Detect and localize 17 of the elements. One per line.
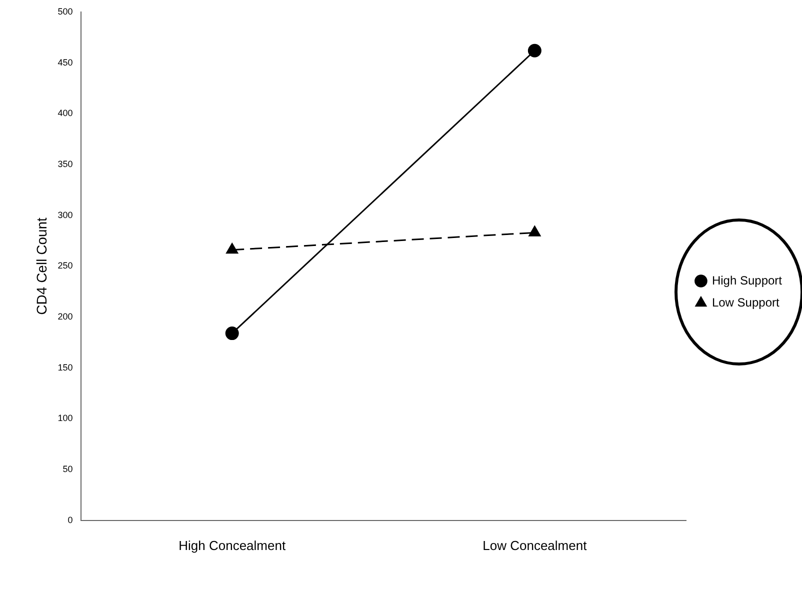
y-tick-label: 200 xyxy=(58,312,73,322)
x-tick-label: High Concealment xyxy=(178,538,286,553)
y-tick-label: 250 xyxy=(58,260,73,271)
y-tick-label: 300 xyxy=(58,210,73,220)
y-tick-label: 350 xyxy=(58,159,73,170)
legend-label: Low Support xyxy=(712,295,780,310)
y-tick-label: 0 xyxy=(68,514,73,525)
legend-label: High Support xyxy=(712,273,783,288)
x-tick-label: Low Concealment xyxy=(482,538,588,553)
y-tick-label: 500 xyxy=(58,6,73,16)
y-tick-label: 150 xyxy=(58,362,73,372)
y-axis-title: CD4 Cell Count xyxy=(33,217,50,315)
point xyxy=(528,44,542,58)
y-tick-label: 100 xyxy=(58,413,73,424)
y-tick-label: 50 xyxy=(62,464,73,474)
y-tick-label: 400 xyxy=(58,108,73,118)
y-tick-label: 450 xyxy=(58,57,73,68)
